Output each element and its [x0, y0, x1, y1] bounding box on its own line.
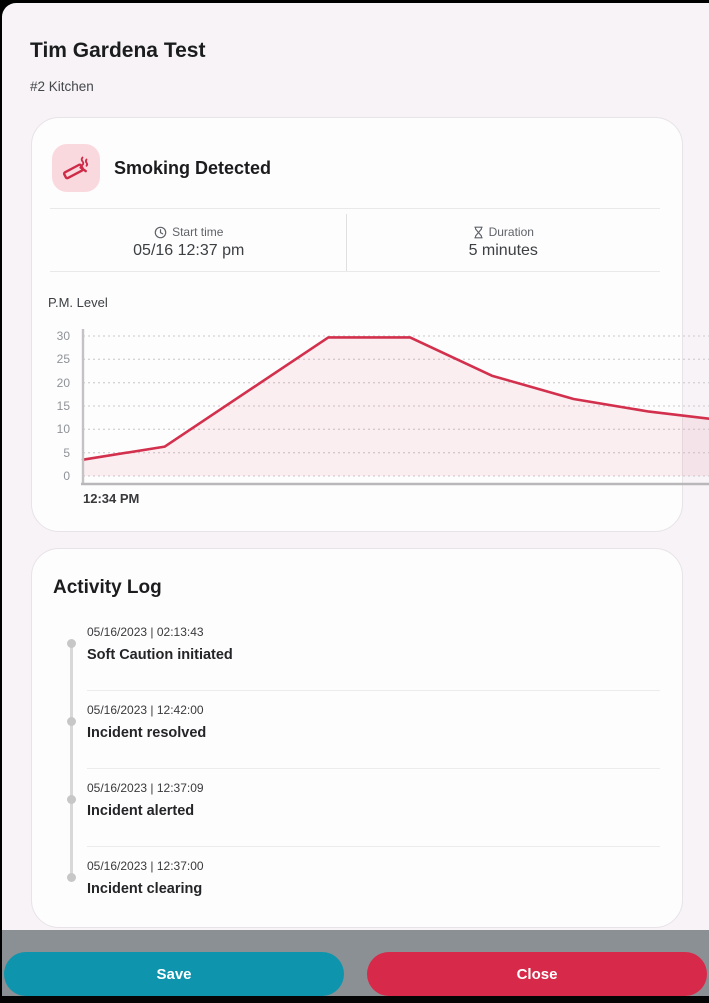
page-title: Tim Gardena Test [30, 39, 206, 62]
hourglass-icon [473, 226, 483, 238]
timeline-rail [70, 643, 73, 878]
activity-log-title: Activity Log [53, 577, 162, 598]
divider [50, 271, 660, 272]
log-timestamp: 05/16/2023 | 12:37:00 [87, 859, 204, 873]
y-tick-label: 15 [56, 399, 70, 413]
start-time-value: 05/16 12:37 pm [133, 242, 245, 259]
chart-title: P.M. Level [48, 295, 108, 310]
log-timestamp: 05/16/2023 | 12:37:09 [87, 781, 204, 795]
start-time-block: Start time 05/16 12:37 pm [32, 214, 347, 271]
log-label: Incident clearing [87, 881, 203, 897]
incident-info-row: Start time 05/16 12:37 pm Duration 5 min… [32, 214, 660, 271]
timeline-dot-icon [67, 795, 76, 804]
chart-x-axis-label: 12:34 PM [83, 491, 140, 506]
system-nav-strip [0, 996, 709, 1003]
y-tick-label: 0 [63, 469, 70, 483]
activity-log-card: Activity Log 05/16/2023 | 02:13:43 Soft C… [31, 548, 683, 928]
cigarette-icon [52, 144, 100, 192]
log-label: Incident resolved [87, 725, 207, 741]
close-button[interactable]: Close [367, 952, 707, 996]
activity-log-list: 05/16/2023 | 02:13:43 Soft Caution initia… [48, 615, 660, 927]
log-label: Soft Caution initiated [87, 647, 233, 663]
log-entry: 05/16/2023 | 02:13:43 Soft Caution initia… [48, 615, 660, 693]
log-timestamp: 05/16/2023 | 12:42:00 [87, 703, 204, 717]
incident-title: Smoking Detected [114, 157, 272, 178]
duration-value: 5 minutes [468, 242, 538, 259]
page-subtitle: #2 Kitchen [30, 79, 94, 94]
duration-label: Duration [473, 225, 534, 239]
detail-panel: Tim Gardena Test #2 Kitchen Smoking Dete… [2, 3, 709, 996]
y-tick-label: 30 [56, 329, 70, 343]
footer-bar: Save Close [2, 930, 709, 996]
y-tick-label: 20 [56, 375, 70, 390]
pm-level-chart [81, 329, 709, 486]
y-tick-label: 5 [63, 445, 70, 460]
incident-header: Smoking Detected [52, 144, 271, 192]
timeline-dot-icon [67, 717, 76, 726]
save-button[interactable]: Save [4, 952, 344, 996]
start-time-label: Start time [154, 225, 223, 239]
incident-card: Smoking Detected Start time 05/16 12:37 … [31, 117, 709, 532]
divider [50, 208, 660, 209]
log-entry: 05/16/2023 | 12:42:00 Incident resolved [48, 693, 660, 771]
chart-y-axis-labels: 0 5 10 15 20 25 30 [42, 329, 70, 489]
y-tick-label: 10 [56, 422, 70, 437]
timeline-dot-icon [67, 639, 76, 648]
log-entry: 05/16/2023 | 12:37:00 Incident clearing [48, 849, 660, 927]
log-entry: 05/16/2023 | 12:37:09 Incident alerted [48, 771, 660, 849]
log-timestamp: 05/16/2023 | 02:13:43 [87, 625, 204, 639]
duration-block: Duration 5 minutes [347, 214, 661, 271]
timeline-dot-icon [67, 873, 76, 882]
clock-icon [154, 226, 167, 238]
log-label: Incident alerted [87, 803, 195, 819]
y-tick-label: 25 [56, 352, 70, 367]
